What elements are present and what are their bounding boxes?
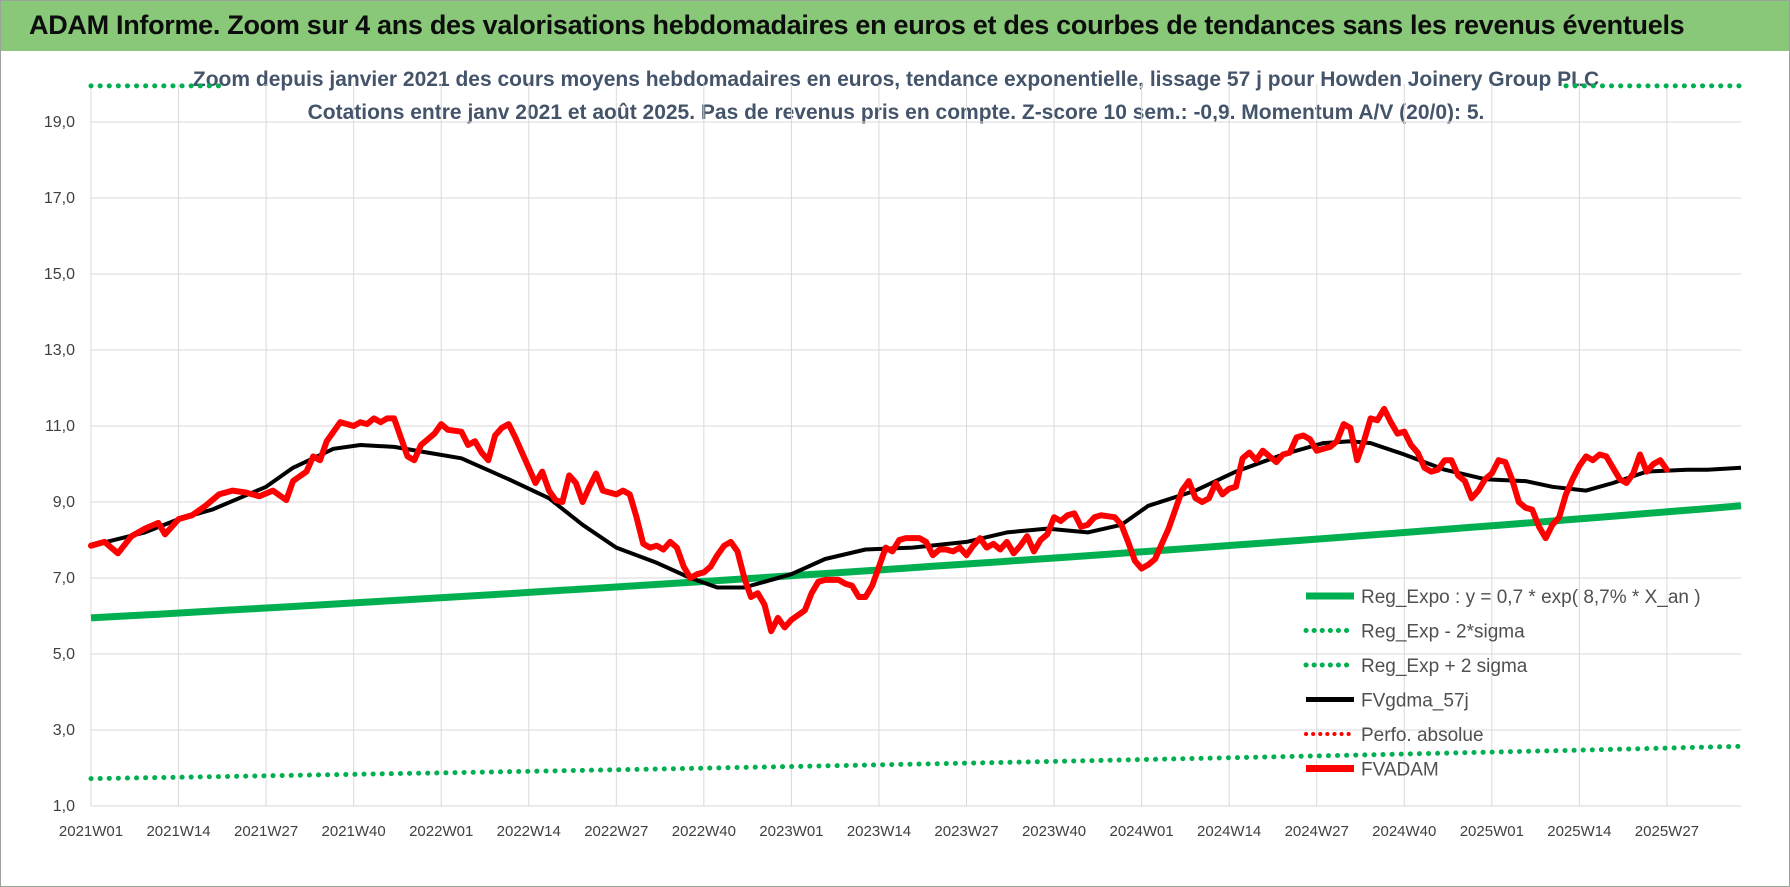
series-fvgdma-57j	[90, 439, 1742, 590]
chart-title: Zoom depuis janvier 2021 des cours moyen…	[193, 68, 1599, 91]
x-tick-label: 2024W14	[1197, 823, 1261, 840]
x-tick-label: 2025W14	[1547, 823, 1611, 840]
x-tick-label: 2024W27	[1285, 823, 1349, 840]
legend-reg-expo-label: Reg_Expo : y = 0,7 * exp( 8,7% * X_an )	[1361, 587, 1701, 608]
y-tick-label: 19,0	[44, 114, 75, 131]
y-tick-label: 15,0	[44, 266, 75, 283]
series-fvadam	[88, 405, 1670, 635]
x-tick-label: 2023W27	[934, 823, 998, 840]
x-tick-label: 2023W40	[1022, 823, 1086, 840]
y-tick-label: 7,0	[53, 570, 75, 587]
legend-reg-exp-plus-label: Reg_Exp + 2 sigma	[1361, 656, 1528, 677]
x-tick-label: 2021W40	[322, 823, 386, 840]
x-tick-label: 2025W27	[1635, 823, 1699, 840]
x-tick-label: 2021W01	[59, 823, 123, 840]
x-tick-label: 2024W40	[1372, 823, 1436, 840]
legend-perfo-absolue-label: Perfo. absolue	[1361, 725, 1484, 746]
x-tick-label: 2022W14	[497, 823, 561, 840]
chart-subtitle: Cotations entre janv 2021 et août 2025. …	[308, 101, 1485, 124]
axis-labels: 1,0 3,0 5,0 7,0 9,0 11,0 13,0 15,0 17,0 19,0 2021W…	[44, 114, 1699, 840]
x-tick-label: 2023W14	[847, 823, 911, 840]
x-tick-label: 2022W40	[672, 823, 736, 840]
series-reg-exp-minus-2sigma	[88, 743, 1744, 782]
y-tick-label: 9,0	[53, 494, 75, 511]
x-tick-label: 2025W01	[1460, 823, 1524, 840]
x-tick-label: 2023W01	[759, 823, 823, 840]
y-tick-label: 3,0	[53, 722, 75, 739]
grid	[90, 84, 1741, 807]
x-tick-label: 2021W14	[146, 823, 210, 840]
legend-fvgdma-label: FVgdma_57j	[1361, 691, 1469, 712]
x-tick-label: 2024W01	[1110, 823, 1174, 840]
x-tick-label: 2022W01	[409, 823, 473, 840]
y-tick-label: 13,0	[44, 342, 75, 359]
legend-fvadam-label: FVADAM	[1361, 760, 1439, 781]
header-banner: ADAM Informe. Zoom sur 4 ans des valoris…	[1, 1, 1789, 51]
series-layer	[88, 83, 1744, 782]
y-tick-label: 11,0	[45, 418, 75, 435]
x-tick-label: 2022W27	[584, 823, 648, 840]
x-tick-label: 2021W27	[234, 823, 298, 840]
series-reg-expo	[90, 502, 1742, 622]
line-chart: Zoom depuis janvier 2021 des cours moyen…	[44, 68, 1744, 840]
legend-reg-exp-minus-label: Reg_Exp - 2*sigma	[1361, 622, 1525, 643]
y-tick-label: 17,0	[44, 190, 75, 207]
page-title: ADAM Informe. Zoom sur 4 ans des valoris…	[29, 10, 1685, 40]
y-tick-label: 1,0	[53, 798, 75, 815]
y-tick-label: 5,0	[53, 646, 75, 663]
legend: Reg_Expo : y = 0,7 * exp( 8,7% * X_an ) R…	[1303, 587, 1701, 781]
